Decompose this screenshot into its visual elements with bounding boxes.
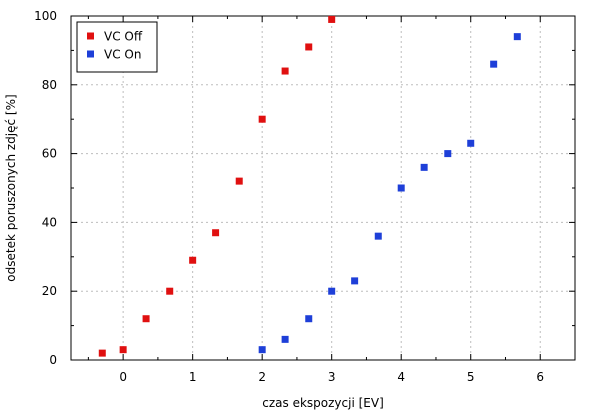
legend-box: [76, 21, 158, 73]
point-vc-on: [305, 315, 313, 323]
point-vc-off: [258, 115, 266, 123]
point-vc-off: [281, 67, 289, 75]
point-vc-off: [166, 287, 174, 295]
point-vc-on: [420, 163, 428, 171]
point-vc-off: [142, 315, 150, 323]
y-tick-label: 0: [49, 353, 57, 367]
point-vc-off: [189, 256, 197, 264]
y-tick-label: 80: [42, 78, 57, 92]
point-vc-on: [467, 139, 475, 147]
y-tick-label: 40: [42, 215, 57, 229]
y-tick-label: 60: [42, 147, 57, 161]
legend-label: VC On: [104, 48, 141, 62]
point-vc-on: [258, 346, 266, 354]
legend: VC Off VC On: [76, 21, 158, 73]
point-vc-off: [328, 15, 336, 23]
points-layer: [98, 15, 521, 357]
x-tick-label: 6: [536, 370, 544, 384]
point-vc-off: [305, 43, 313, 51]
point-vc-off: [212, 229, 220, 237]
point-vc-on: [490, 60, 498, 68]
x-tick-label: 4: [397, 370, 405, 384]
point-vc-on: [513, 33, 521, 41]
x-axis-label: czas ekspozycji [EV]: [262, 396, 384, 410]
x-tick-label: 0: [119, 370, 127, 384]
legend-swatch: [87, 50, 94, 58]
point-vc-on: [351, 277, 359, 285]
y-axis-label: odsetek poruszonych zdjęć [%]: [4, 94, 18, 281]
y-tick-label: 100: [34, 9, 57, 23]
point-vc-on: [444, 150, 452, 158]
x-tick-label: 5: [467, 370, 475, 384]
legend-label: VC Off: [104, 30, 143, 44]
x-tick-label: 3: [328, 370, 336, 384]
legend-swatch: [87, 32, 94, 40]
x-tick-label: 2: [258, 370, 266, 384]
point-vc-off: [235, 177, 243, 185]
point-vc-on: [328, 287, 336, 295]
point-vc-off: [119, 346, 127, 354]
point-vc-on: [397, 184, 405, 192]
x-tick-label: 1: [189, 370, 197, 384]
point-vc-on: [374, 232, 382, 240]
point-vc-off: [98, 349, 106, 357]
point-vc-on: [281, 335, 289, 343]
y-tick-label: 20: [42, 284, 57, 298]
